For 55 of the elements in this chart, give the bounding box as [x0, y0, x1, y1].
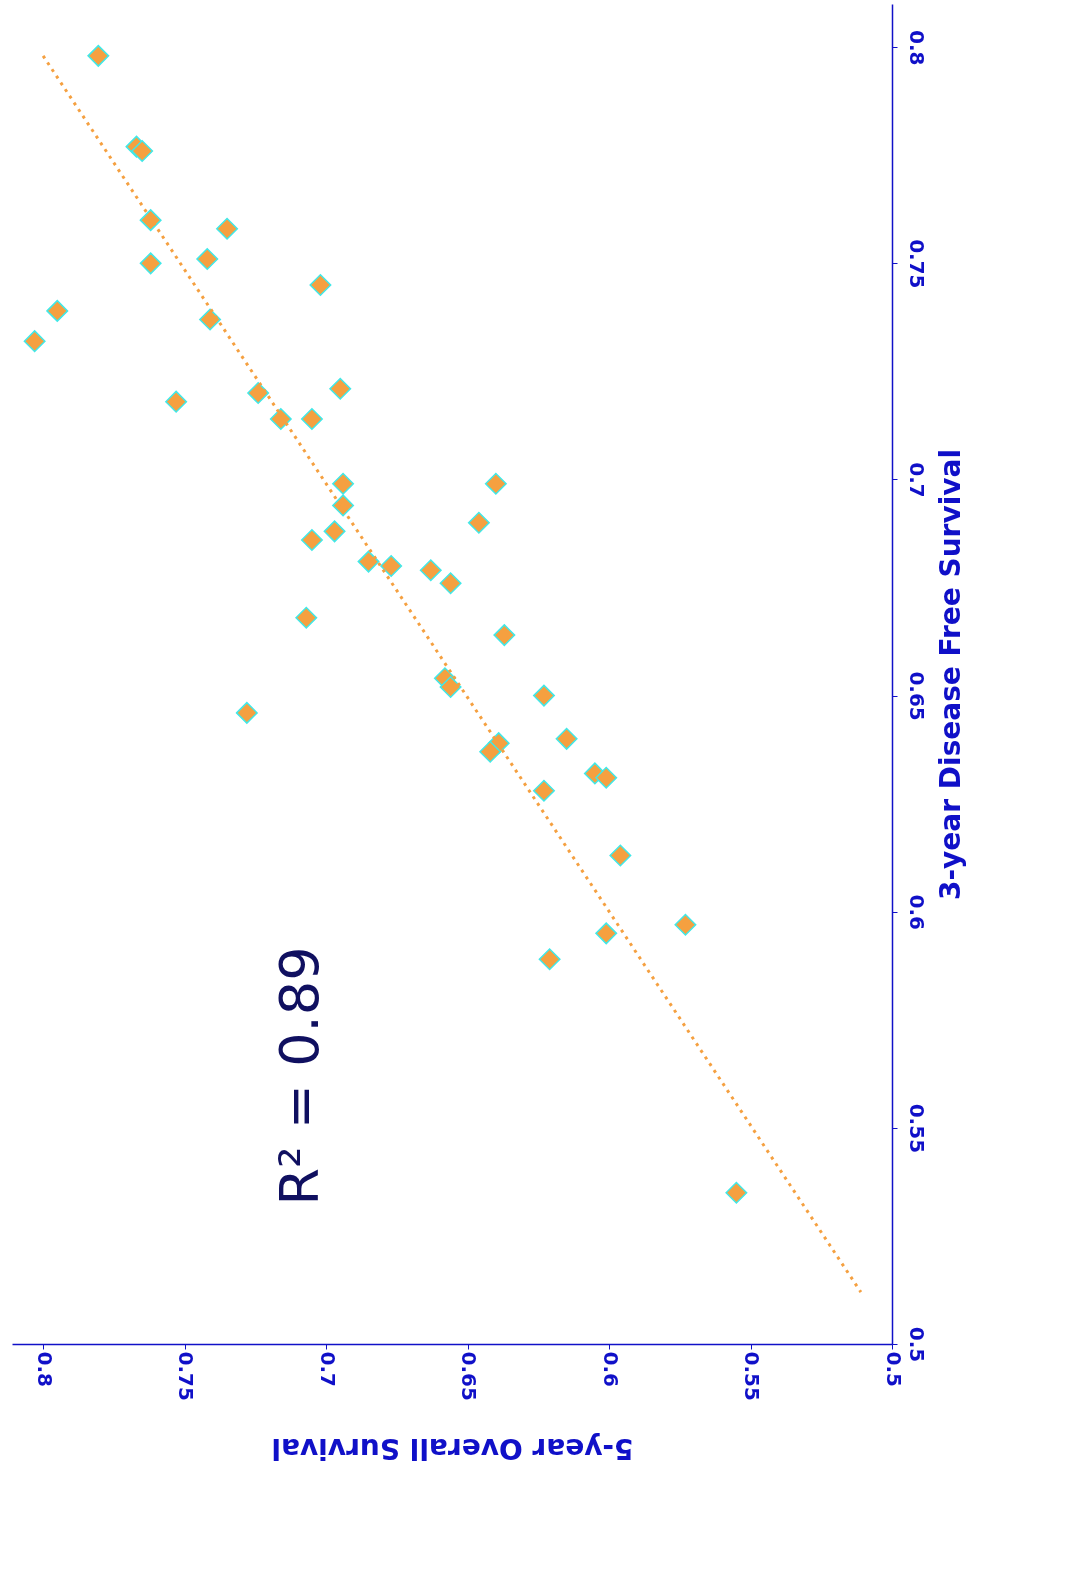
- point: [609, 844, 632, 867]
- y-tick-label: 0.7: [904, 462, 929, 498]
- point: [235, 701, 258, 724]
- x-tick-label: 0.5: [881, 1351, 906, 1387]
- point: [300, 529, 323, 551]
- point: [131, 139, 154, 162]
- point: [538, 948, 561, 971]
- point: [139, 252, 162, 275]
- point: [139, 209, 162, 232]
- x-tick-label: 0.55: [740, 1351, 765, 1401]
- point: [295, 606, 318, 629]
- y-tick-label: 0.55: [904, 1103, 929, 1154]
- x-tick-label: 0.7: [315, 1351, 340, 1387]
- point: [87, 44, 110, 67]
- point: [46, 299, 69, 322]
- point: [269, 407, 292, 430]
- point: [439, 675, 462, 698]
- point: [300, 407, 323, 430]
- point: [199, 308, 222, 331]
- point: [247, 382, 270, 405]
- point: [674, 913, 697, 936]
- x-axis-title: 5-year Overall Survival: [271, 1431, 634, 1465]
- point: [439, 572, 462, 595]
- point: [493, 624, 516, 647]
- point: [555, 727, 578, 750]
- point: [479, 740, 502, 763]
- y-tick-label: 0.8: [904, 30, 929, 66]
- point: [725, 1181, 748, 1204]
- point: [196, 248, 219, 271]
- y-tick-label: 0.5: [904, 1326, 929, 1363]
- y-tick-label: 0.65: [904, 671, 929, 721]
- point: [380, 554, 403, 577]
- point: [165, 390, 188, 413]
- point: [332, 472, 355, 495]
- x-tick-label: 0.75: [174, 1351, 199, 1401]
- point: [419, 559, 442, 582]
- x-tick-label: 0.6: [598, 1351, 623, 1387]
- point: [329, 377, 352, 400]
- y-axis-title: 3-year Disease Free Survival: [933, 449, 967, 900]
- x-tick-label: 0.8: [32, 1351, 57, 1387]
- point: [357, 550, 380, 573]
- point: [467, 511, 490, 534]
- y-tick-label: 0.75: [904, 239, 929, 289]
- annotation: R² = 0.89: [268, 946, 332, 1206]
- y-tick-label: 0.6: [904, 894, 929, 930]
- point: [595, 766, 618, 789]
- point: [309, 273, 332, 296]
- point: [23, 330, 46, 353]
- point: [216, 217, 239, 240]
- point: [484, 472, 507, 495]
- point: [532, 684, 555, 707]
- x-tick-label: 0.65: [457, 1351, 482, 1401]
- point: [595, 922, 618, 945]
- point: [323, 520, 346, 543]
- point: [532, 779, 555, 802]
